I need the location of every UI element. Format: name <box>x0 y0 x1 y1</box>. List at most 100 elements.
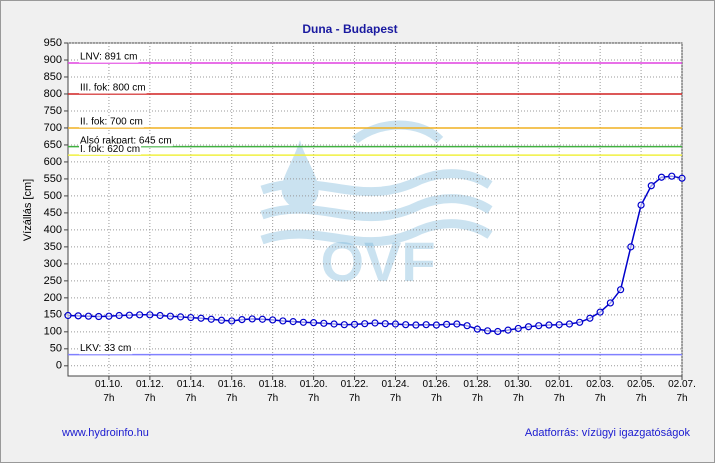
data-point <box>616 286 625 294</box>
data-point <box>330 320 338 328</box>
data-point <box>340 321 348 329</box>
data-point <box>176 313 185 321</box>
data-point <box>248 315 256 323</box>
data-point <box>576 318 584 326</box>
data-point <box>289 318 297 326</box>
data-point <box>535 322 543 330</box>
data-point <box>371 319 379 327</box>
y-tick-label: 250 <box>44 275 62 287</box>
threshold-label-bg <box>79 82 147 94</box>
data-point <box>299 318 307 326</box>
x-tick-label: 01.22. 7h <box>340 379 369 404</box>
data-point <box>279 317 287 325</box>
data-point <box>473 325 481 333</box>
data-point <box>125 311 133 319</box>
x-tick-label: 01.10. 7h <box>95 379 123 404</box>
y-tick-label: 650 <box>44 139 62 151</box>
data-point <box>105 312 113 320</box>
threshold-label: III. fok: 800 cm <box>80 83 146 94</box>
data-point <box>115 311 123 320</box>
data-point <box>514 324 522 333</box>
x-tick-label: 01.30. 7h <box>504 379 533 404</box>
data-point <box>95 312 103 321</box>
x-tick-label: 02.01. 7h <box>545 379 574 404</box>
y-tick-label: 300 <box>44 258 62 270</box>
y-tick-label: 0 <box>56 360 62 372</box>
data-point <box>657 173 666 181</box>
data-point <box>596 308 604 316</box>
data-point <box>64 311 72 320</box>
data-point <box>146 311 154 319</box>
data-point <box>565 320 574 328</box>
data-point <box>637 201 645 209</box>
data-point <box>217 316 226 324</box>
data-point <box>668 172 676 180</box>
data-point <box>412 321 420 329</box>
y-tick-label: 900 <box>44 54 62 66</box>
data-point <box>207 315 215 323</box>
x-tick-label: 01.28. 7h <box>463 379 492 404</box>
footer-link[interactable]: www.hydroinfo.hu <box>61 427 149 439</box>
data-point <box>422 321 430 329</box>
data-point <box>156 311 164 320</box>
y-tick-label: 150 <box>44 309 62 321</box>
data-point <box>136 311 144 319</box>
threshold-label-bg <box>79 343 133 355</box>
threshold-label: LKV: 33 cm <box>80 343 131 354</box>
threshold-label: I. fok: 620 cm <box>80 144 140 155</box>
x-tick-label: 02.05. 7h <box>627 379 655 404</box>
x-tick-label: 01.20. 7h <box>299 379 328 404</box>
y-tick-label: 450 <box>44 207 62 219</box>
data-point <box>350 320 359 328</box>
y-tick-label: 100 <box>44 326 62 338</box>
data-point <box>84 312 93 320</box>
y-tick-label: 700 <box>44 122 62 134</box>
x-tick-label: 02.03. 7h <box>586 379 615 404</box>
data-point <box>463 322 471 330</box>
x-tick-label: 01.18. 7h <box>258 379 287 404</box>
x-tick-label: 02.07. 7h <box>668 379 696 404</box>
data-point <box>391 320 400 328</box>
logo <box>260 120 493 247</box>
data-point <box>555 321 563 329</box>
threshold-label-bg <box>79 135 173 147</box>
threshold-label: LNV: 891 cm <box>80 52 137 63</box>
data-point <box>381 320 389 328</box>
data-point <box>606 299 614 307</box>
data-point <box>402 321 410 329</box>
data-point <box>453 320 461 328</box>
y-tick-label: 550 <box>44 173 62 185</box>
data-point <box>443 320 451 328</box>
data-point <box>494 327 502 336</box>
data-point <box>269 316 277 324</box>
data-point <box>258 315 267 323</box>
y-tick-label: 400 <box>44 224 62 236</box>
x-tick-label: 01.12. 7h <box>135 379 164 404</box>
x-tick-label: 01.24. 7h <box>381 379 410 404</box>
data-point <box>432 321 440 329</box>
threshold-label-bg <box>79 51 139 63</box>
data-point <box>74 312 82 320</box>
y-tick-label: 600 <box>44 156 62 168</box>
y-axis-label: Vízállás [cm] <box>22 179 34 241</box>
data-point <box>647 182 655 190</box>
data-point <box>524 323 533 331</box>
data-point <box>678 174 686 182</box>
footer-source: Adatforrás: vízügyi igazgatóságok <box>525 427 691 439</box>
data-point <box>361 320 369 328</box>
threshold-label: II. fok: 700 cm <box>80 117 143 128</box>
y-tick-label: 50 <box>50 343 62 355</box>
y-tick-label: 200 <box>44 292 62 304</box>
y-tick-label: 750 <box>44 105 62 117</box>
y-tick-label: 850 <box>44 71 62 83</box>
data-point <box>586 314 594 322</box>
data-point <box>545 321 553 329</box>
data-point <box>320 319 328 327</box>
y-tick-label: 950 <box>44 37 62 49</box>
x-tick-label: 01.26. 7h <box>422 379 451 404</box>
threshold-label-bg <box>79 143 142 155</box>
data-point <box>187 313 195 322</box>
data-point <box>504 326 512 334</box>
